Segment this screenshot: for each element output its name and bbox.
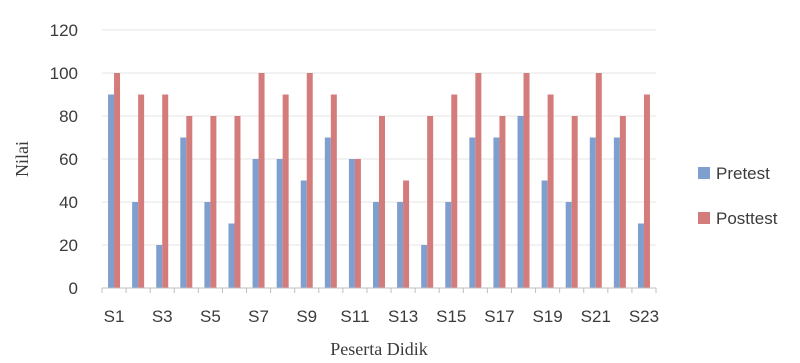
- y-tick-label: 60: [59, 150, 78, 169]
- bar-pretest-s2: [132, 202, 139, 288]
- bars: [108, 73, 650, 288]
- bar-posttest-s2: [138, 94, 145, 288]
- y-tick-label: 120: [50, 21, 78, 40]
- x-tick-label: S9: [296, 307, 317, 326]
- bar-pretest-s5: [204, 202, 211, 288]
- bar-posttest-s4: [186, 116, 193, 288]
- x-tick-label: S5: [200, 307, 221, 326]
- x-tick-label: S17: [484, 307, 514, 326]
- bar-pretest-s23: [637, 223, 644, 288]
- bar-pretest-s14: [421, 245, 428, 288]
- bar-posttest-s19: [547, 94, 554, 288]
- bar-posttest-s9: [306, 73, 313, 288]
- bar-posttest-s5: [210, 116, 217, 288]
- bar-posttest-s8: [282, 94, 289, 288]
- bar-posttest-s15: [451, 94, 458, 288]
- y-tick-label: 40: [59, 193, 78, 212]
- bar-pretest-s7: [252, 159, 259, 288]
- y-tick-label: 20: [59, 236, 78, 255]
- y-axis-title: Nilai: [12, 141, 32, 177]
- bar-posttest-s23: [643, 94, 650, 288]
- bar-pretest-s22: [613, 137, 620, 288]
- x-tick-label: S1: [104, 307, 125, 326]
- bar-posttest-s13: [403, 180, 410, 288]
- bar-pretest-s16: [469, 137, 476, 288]
- bar-posttest-s22: [619, 116, 626, 288]
- bar-pretest-s13: [397, 202, 404, 288]
- x-tick-label: S7: [248, 307, 269, 326]
- bar-posttest-s17: [499, 116, 506, 288]
- x-tick-label: S11: [340, 307, 369, 326]
- x-tick-label: S23: [629, 307, 659, 326]
- y-tick-label: 80: [59, 107, 78, 126]
- x-tick-label: S19: [532, 307, 562, 326]
- bar-pretest-s21: [589, 137, 596, 288]
- bar-posttest-s10: [330, 94, 337, 288]
- bar-posttest-s14: [427, 116, 434, 288]
- bar-posttest-s1: [114, 73, 121, 288]
- bar-pretest-s18: [517, 116, 524, 288]
- bar-pretest-s20: [565, 202, 572, 288]
- bar-pretest-s15: [445, 202, 452, 288]
- bar-posttest-s18: [523, 73, 530, 288]
- x-tick-label: S21: [581, 307, 611, 326]
- x-axis-title: Peserta Didik: [330, 339, 427, 359]
- x-tick-label: S3: [152, 307, 173, 326]
- bar-pretest-s12: [373, 202, 379, 288]
- bar-pretest-s17: [493, 137, 500, 288]
- bar-posttest-s3: [162, 94, 169, 288]
- bar-posttest-s7: [258, 73, 265, 288]
- bar-posttest-s16: [475, 73, 482, 288]
- bar-pretest-s8: [276, 159, 283, 288]
- legend: Pretest Posttest: [698, 164, 778, 228]
- bar-pretest-s1: [108, 94, 115, 288]
- bar-pretest-s19: [541, 180, 548, 288]
- bar-posttest-s6: [234, 116, 241, 288]
- legend-label-posttest: Posttest: [716, 209, 778, 228]
- bar-posttest-s12: [379, 116, 385, 288]
- y-tick-label: 0: [69, 279, 78, 298]
- bar-pretest-s6: [228, 223, 235, 288]
- x-tick-label: S13: [388, 307, 418, 326]
- bar-posttest-s21: [595, 73, 602, 288]
- legend-item-pretest: Pretest: [698, 164, 770, 183]
- legend-swatch-posttest: [698, 212, 710, 224]
- x-axis-ticks: S1 S3 S5 S7 S9 S11 S13 S15 S17 S19 S21 S23: [101, 288, 659, 326]
- bar-pretest-s4: [180, 137, 187, 288]
- legend-label-pretest: Pretest: [716, 164, 770, 183]
- y-axis-ticks: 0 20 40 60 80 100 120: [50, 21, 78, 298]
- legend-item-posttest: Posttest: [698, 209, 778, 228]
- bar-pretest-s10: [324, 137, 331, 288]
- bar-posttest-s20: [571, 116, 578, 288]
- bar-posttest-s11: [354, 159, 361, 288]
- legend-swatch-pretest: [698, 167, 710, 179]
- bar-pretest-s3: [156, 245, 163, 288]
- y-tick-label: 100: [50, 64, 78, 83]
- bar-pretest-s9: [300, 180, 307, 288]
- x-tick-label: S15: [436, 307, 466, 326]
- bar-pretest-s11: [348, 159, 355, 288]
